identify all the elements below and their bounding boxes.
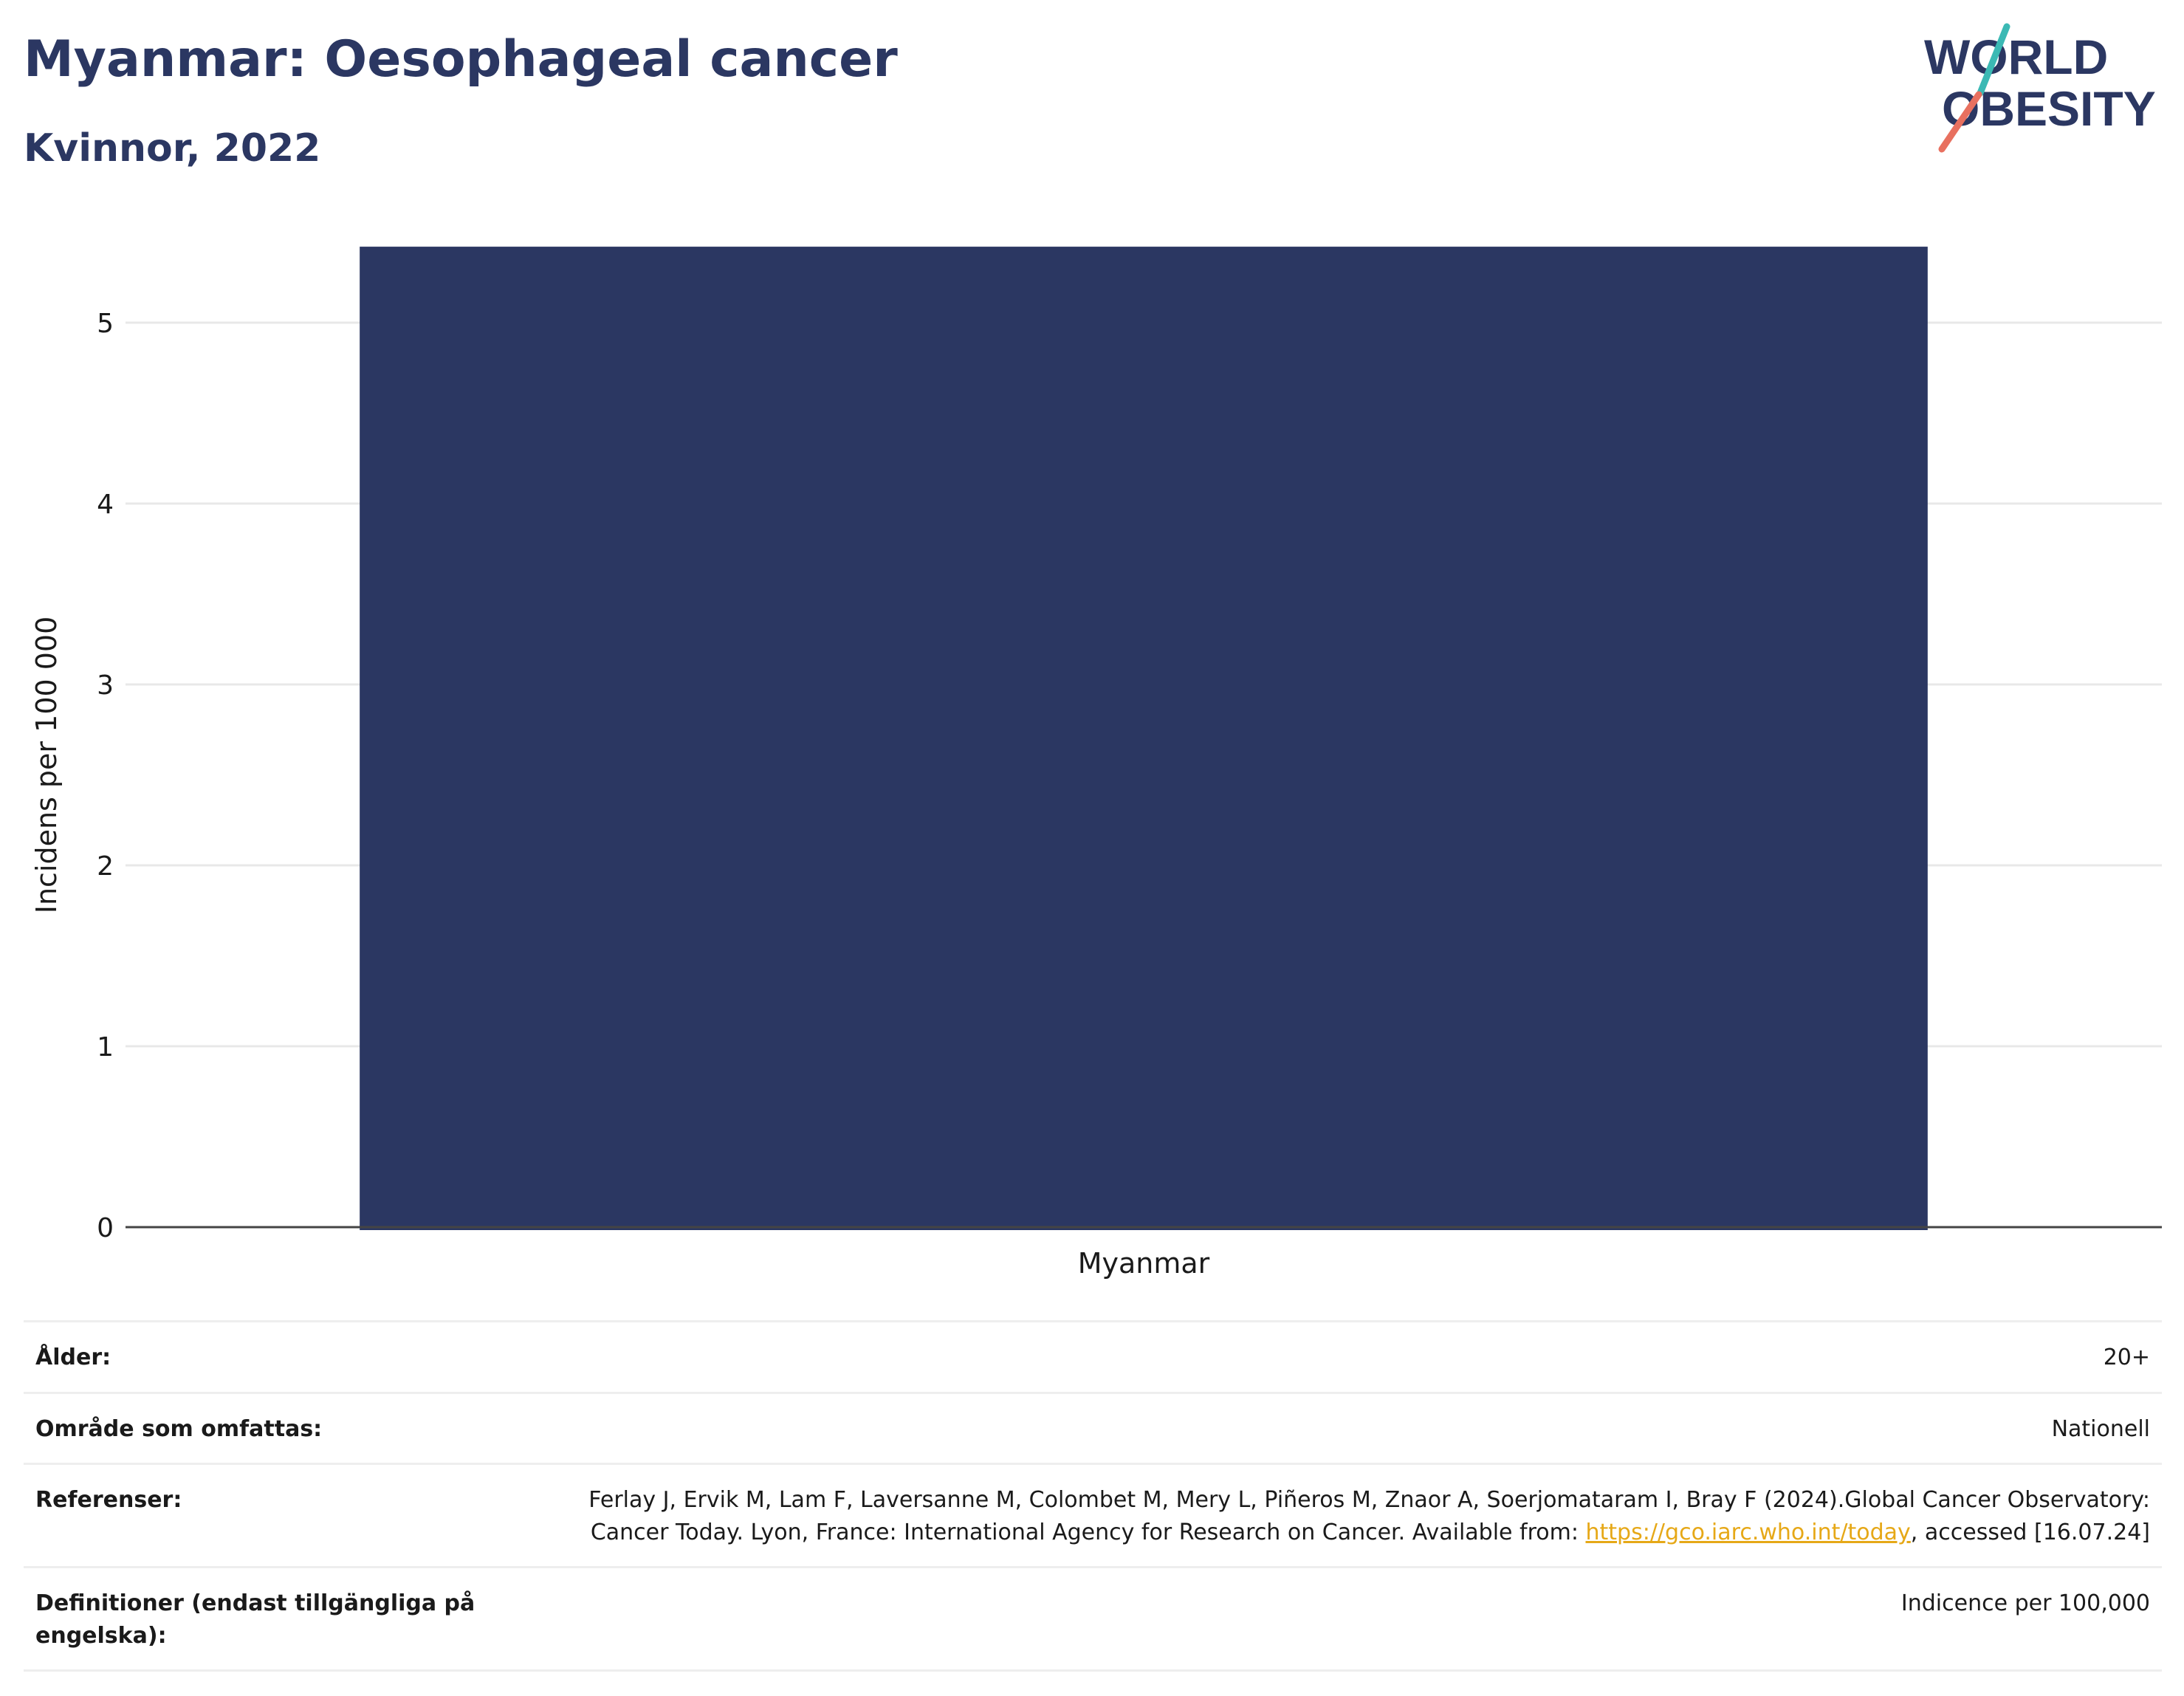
meta-value-coverage: Nationell bbox=[2051, 1415, 2150, 1442]
logo-text-world: WORLD bbox=[1924, 30, 2108, 84]
meta-label-coverage: Område som omfattas: bbox=[35, 1415, 323, 1442]
meta-row-age: Ålder: 20+ bbox=[24, 1320, 2162, 1392]
metadata-table: Ålder: 20+ Område som omfattas: Nationel… bbox=[24, 1320, 2162, 1672]
meta-value-definitions: Indicence per 100,000 bbox=[1900, 1590, 2150, 1616]
meta-label-references: Referenser: bbox=[35, 1487, 182, 1513]
y-tick-label: 1 bbox=[97, 1032, 114, 1062]
world-obesity-logo: WORLD OBESITY bbox=[1924, 23, 2156, 153]
reference-link[interactable]: https://gco.iarc.who.int/today bbox=[1585, 1519, 1911, 1545]
chart-title: Myanmar: Oesophageal cancer bbox=[24, 30, 898, 89]
y-tick-label: 2 bbox=[97, 851, 114, 882]
y-axis-label: Incidens per 100 000 bbox=[30, 617, 63, 914]
x-tick-labels: Myanmar bbox=[1078, 1247, 1210, 1280]
logo-slash-teal bbox=[1977, 23, 2010, 97]
meta-label-age: Ålder: bbox=[35, 1345, 111, 1370]
bars bbox=[360, 247, 1928, 1231]
y-tick-label: 5 bbox=[97, 309, 114, 339]
reference-accessed: , accessed [16.07.24] bbox=[1910, 1519, 2150, 1545]
bar[interactable] bbox=[360, 247, 1928, 1231]
y-tick-label: 4 bbox=[97, 490, 114, 520]
meta-value-references: Ferlay J, Ervik M, Lam F, Laversanne M, … bbox=[563, 1484, 2150, 1548]
logo-text-obesity: OBESITY bbox=[1942, 81, 2156, 136]
meta-value-age: 20+ bbox=[2103, 1345, 2150, 1370]
y-tick-label: 3 bbox=[97, 670, 114, 701]
bar-chart: 0 1 2 3 4 5 Myanmar Incidens per 100 000 bbox=[30, 247, 2162, 1280]
meta-row-definitions: Definitioner (endast tillgängliga på eng… bbox=[24, 1566, 2162, 1672]
chart-subtitle: Kvinnor, 2022 bbox=[24, 126, 321, 171]
meta-label-definitions: Definitioner (endast tillgängliga på eng… bbox=[35, 1590, 475, 1649]
logo-slash-coral bbox=[1938, 91, 1982, 153]
meta-row-references: Referenser: Ferlay J, Ervik M, Lam F, La… bbox=[24, 1463, 2162, 1566]
meta-row-coverage: Område som omfattas: Nationell bbox=[24, 1391, 2162, 1463]
x-tick-label: Myanmar bbox=[1078, 1247, 1210, 1280]
reference-text: Ferlay J, Ervik M, Lam F, Laversanne M, … bbox=[588, 1487, 2150, 1545]
y-tick-labels: 0 1 2 3 4 5 bbox=[97, 309, 114, 1243]
y-tick-label: 0 bbox=[97, 1213, 114, 1243]
